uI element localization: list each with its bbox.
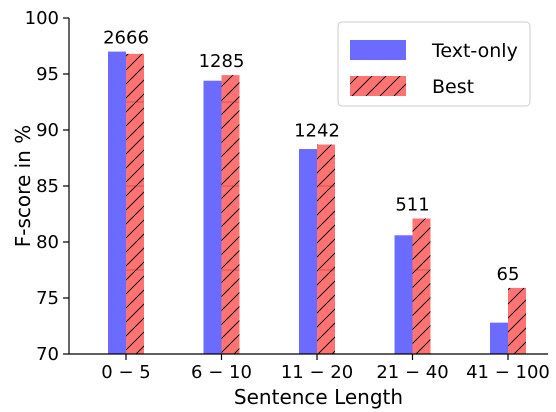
x-ticks: 0 − 5 6 − 10 11 − 20 21 − 40 41 − 100: [101, 354, 550, 383]
x-tick-label-3: 21 − 40: [376, 362, 448, 383]
bar-text-only-3: [394, 235, 413, 354]
x-tick-label-2: 11 − 20: [281, 362, 353, 383]
y-tick-label-4: 90: [36, 120, 59, 141]
x-tick-label-1: 6 − 10: [191, 362, 252, 383]
y-tick-label-0: 70: [36, 344, 59, 365]
count-label-3: 511: [395, 194, 429, 215]
x-tick-label-4: 41 − 100: [466, 362, 550, 383]
y-tick-label-5: 95: [36, 64, 59, 85]
count-labels: 2666 1285 1242 511 65: [103, 28, 519, 285]
bar-hatch-0: [126, 53, 144, 355]
bar-hatch-3: [412, 218, 431, 354]
legend-swatch-text-only: [350, 40, 406, 60]
y-ticks: 70 75 80 85 90 95 100: [25, 8, 69, 365]
y-tick-label-1: 75: [36, 288, 59, 309]
legend-label-text-only: Text-only: [431, 40, 518, 62]
y-axis-label: F-score in %: [11, 125, 35, 247]
y-tick-label-6: 100: [25, 8, 59, 29]
x-tick-label-0: 0 − 5: [101, 362, 150, 383]
bar-text-only-1: [203, 80, 222, 354]
bar-text-only-2: [299, 149, 317, 354]
y-tick-label-3: 85: [36, 176, 59, 197]
count-label-2: 1242: [294, 121, 340, 142]
bar-text-only-4: [490, 322, 508, 354]
x-axis-label: Sentence Length: [234, 385, 403, 409]
legend-swatch-best-hatch: [350, 76, 406, 96]
y-tick-label-2: 80: [36, 232, 59, 253]
count-label-4: 65: [497, 264, 520, 285]
bar-hatch-1: [221, 75, 240, 355]
legend-swatch-best: [350, 76, 406, 96]
legend-label-best: Best: [432, 76, 474, 98]
bars-layer: [108, 51, 526, 355]
bar-hatch-2: [317, 144, 335, 354]
legend: Text-only Best: [337, 21, 531, 107]
count-label-0: 2666: [103, 28, 149, 49]
bar-text-only-0: [108, 51, 126, 354]
count-label-1: 1285: [199, 51, 245, 72]
bar-hatch-4: [508, 287, 526, 354]
